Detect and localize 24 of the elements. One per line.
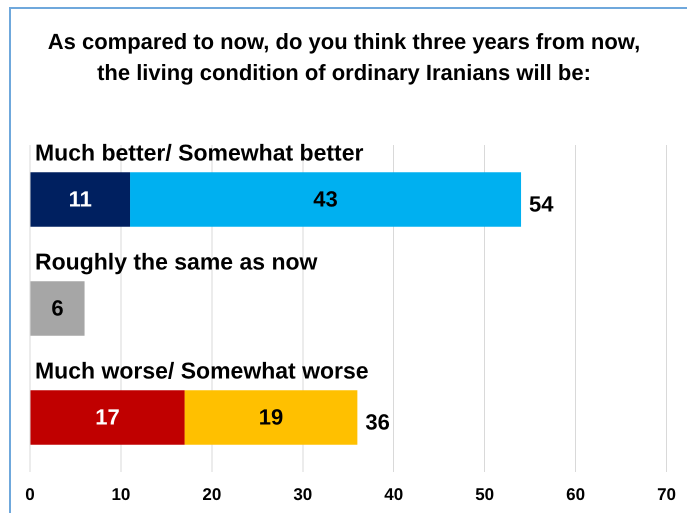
y-tick-label: Roughly the same as now — [35, 248, 318, 274]
data-label: 11 — [68, 186, 92, 212]
x-tick-label: 70 — [657, 484, 676, 504]
x-tick-label: 10 — [111, 484, 130, 504]
bar — [184, 390, 358, 445]
x-tick-label: 60 — [566, 484, 586, 504]
bar — [30, 172, 130, 227]
y-tick-label: Much better/ Somewhat better — [35, 139, 364, 166]
total-label: 54 — [529, 192, 554, 217]
data-label: 6 — [51, 296, 64, 321]
data-label: 19 — [258, 404, 284, 430]
bar — [130, 172, 522, 227]
y-tick-label: Much worse/ Somewhat worse — [35, 357, 369, 384]
chart-title: As compared to now, do you think three years from now, the living condition of ordinary Iranians will be: — [46, 28, 642, 87]
x-tick-label: 50 — [475, 484, 494, 504]
x-tick-label: 30 — [293, 484, 312, 504]
data-label: 43 — [313, 186, 338, 212]
x-tick-label: 40 — [384, 484, 404, 504]
bar — [30, 390, 185, 445]
total-label: 36 — [365, 410, 390, 435]
x-tick-label: 0 — [25, 484, 35, 504]
x-tick-label: 20 — [202, 484, 222, 504]
data-label: 17 — [95, 404, 120, 430]
bar — [30, 281, 85, 336]
